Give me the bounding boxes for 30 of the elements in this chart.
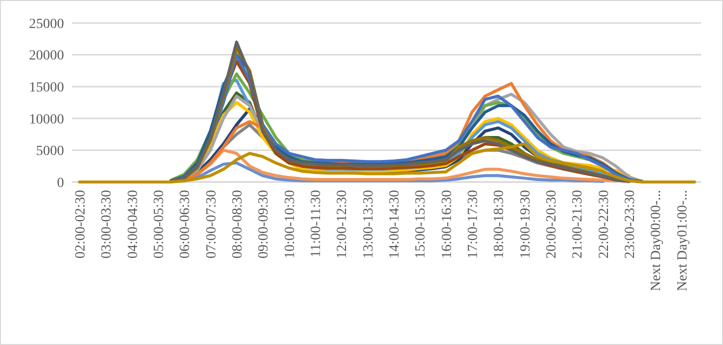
y-tick-label: 5000 xyxy=(36,144,64,160)
x-tick-label: 20:00-20:30 xyxy=(544,190,560,258)
x-tick-label: 17:00-17:30 xyxy=(466,190,481,258)
x-tick-label: Next Day01:00-... xyxy=(675,190,690,292)
x-tick-label: 09:00-09:30 xyxy=(256,190,272,258)
y-tick-label: 25000 xyxy=(29,16,64,32)
x-tick-label: 21:00-21:30 xyxy=(570,190,586,258)
x-tick-label: 08:00-08:30 xyxy=(230,190,246,258)
x-tick-label: 05:00-05:30 xyxy=(152,190,167,258)
x-tick-label: 04:00-04:30 xyxy=(126,190,141,258)
x-tick-label: 12:00-12:30 xyxy=(335,190,350,258)
x-tick-label: 10:00-10:30 xyxy=(282,190,298,258)
x-tick-label: 07:00-07:30 xyxy=(204,190,220,258)
x-tick-label: 22:00-22:30 xyxy=(596,190,612,258)
x-tick-label: 19:00-19:30 xyxy=(518,190,534,258)
y-tick-label: 15000 xyxy=(29,80,64,96)
x-tick-label: 11:00-11:30 xyxy=(308,190,324,258)
y-tick-label: 10000 xyxy=(29,112,64,128)
x-tick-label: 03:00-03:30 xyxy=(100,190,115,258)
y-tick-label: 0 xyxy=(57,176,64,191)
x-tick-label: 14:00-14:30 xyxy=(387,190,402,258)
x-tick-label: 16:00-16:30 xyxy=(440,190,455,258)
y-tick-label: 20000 xyxy=(29,48,64,64)
x-tick-label: 18:00-18:30 xyxy=(492,190,508,258)
x-tick-label: Next Day00:00-... xyxy=(649,190,664,292)
x-tick-label: 13:00-13:30 xyxy=(361,190,376,258)
x-tick-label: 02:00-02:30 xyxy=(73,190,88,258)
x-tick-label: 06:00-06:30 xyxy=(178,190,194,258)
x-tick-label: 23:00-23:30 xyxy=(622,190,638,258)
x-tick-label: 15:00-15:30 xyxy=(414,190,429,258)
